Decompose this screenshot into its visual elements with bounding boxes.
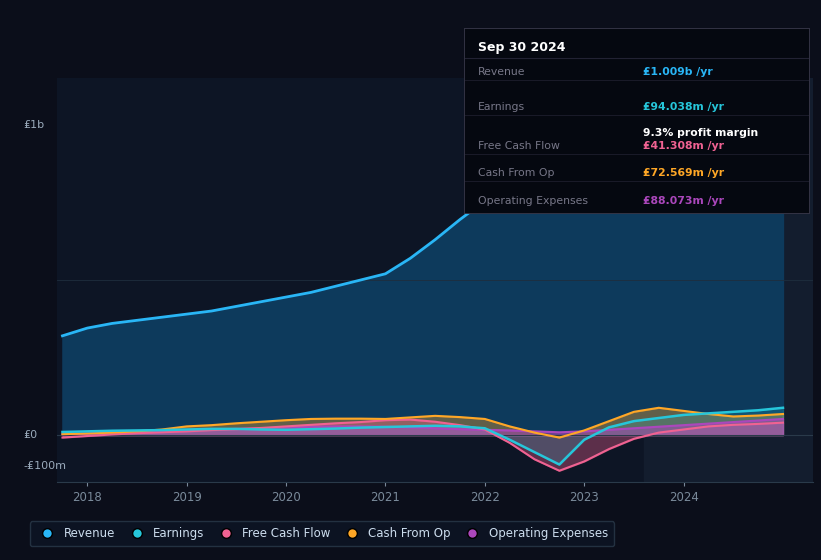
Text: Sep 30 2024: Sep 30 2024 xyxy=(478,41,565,54)
Text: ₤72.569m /yr: ₤72.569m /yr xyxy=(643,169,724,179)
Text: -₤100m: -₤100m xyxy=(24,461,67,471)
Text: Earnings: Earnings xyxy=(478,102,525,112)
Text: Operating Expenses: Operating Expenses xyxy=(478,196,588,206)
Text: ₤88.073m /yr: ₤88.073m /yr xyxy=(643,196,724,206)
Text: 9.3% profit margin: 9.3% profit margin xyxy=(643,128,759,138)
Legend: Revenue, Earnings, Free Cash Flow, Cash From Op, Operating Expenses: Revenue, Earnings, Free Cash Flow, Cash … xyxy=(30,521,614,546)
Bar xyxy=(644,78,813,482)
Text: ₤94.038m /yr: ₤94.038m /yr xyxy=(643,102,724,112)
Text: Revenue: Revenue xyxy=(478,67,525,77)
Text: ₤1b: ₤1b xyxy=(24,120,44,130)
Text: ₤0: ₤0 xyxy=(24,430,38,440)
Text: Cash From Op: Cash From Op xyxy=(478,169,554,179)
Text: ₤41.308m /yr: ₤41.308m /yr xyxy=(643,141,724,151)
Text: Free Cash Flow: Free Cash Flow xyxy=(478,141,560,151)
Text: ₤1.009b /yr: ₤1.009b /yr xyxy=(643,67,713,77)
